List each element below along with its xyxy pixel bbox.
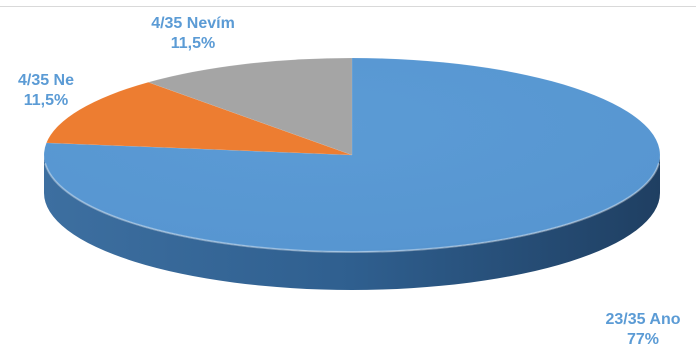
- data-label-ano: 23/35 Ano 77%: [606, 311, 681, 344]
- pie-slice-ne: [46, 81, 353, 156]
- pie-rim-highlight: [44, 163, 660, 253]
- pie-slice-ano: [43, 57, 661, 253]
- data-label-line1: 4/35 Ne: [18, 72, 74, 89]
- data-label-line1: 4/35 Nevím: [151, 15, 235, 32]
- chart-top-border: [0, 6, 696, 7]
- data-label-nev-m: 4/35 Nevím 11,5%: [151, 15, 235, 52]
- data-label-line2: 11,5%: [24, 92, 68, 109]
- data-label-ne: 4/35 Ne 11,5%: [18, 72, 74, 109]
- pie-side-ano: [44, 155, 660, 290]
- data-label-line2: 77%: [627, 331, 659, 344]
- data-label-line2: 11,5%: [171, 35, 215, 52]
- data-labels: 23/35 Ano 77% 4/35 Ne 11,5% 4/35 Nevím 11,5%: [18, 15, 681, 344]
- pie-slices: [43, 57, 661, 290]
- data-label-line1: 23/35 Ano: [606, 311, 681, 328]
- pie-slice-nev-m: [147, 57, 353, 156]
